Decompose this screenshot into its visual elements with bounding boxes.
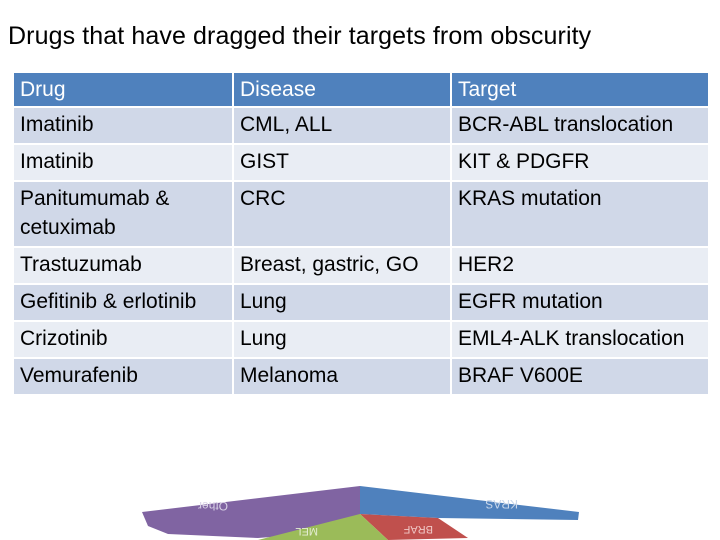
- header-target: Target: [450, 73, 708, 107]
- table-row: Imatinib CML, ALL BCR-ABL translocation: [14, 107, 708, 144]
- drug-cell: Vemurafenib: [14, 358, 233, 395]
- target-cell: EML4-ALK translocation: [450, 321, 708, 358]
- table-header-row: Drug Disease Target: [14, 73, 708, 107]
- disease-cell: Lung: [232, 321, 451, 358]
- disease-cell: Lung: [232, 284, 451, 321]
- drug-cell: Panitumumab & cetuximab: [14, 181, 233, 247]
- disease-cell: Melanoma: [232, 358, 451, 395]
- target-cell: BRAF V600E: [450, 358, 708, 395]
- pie-chart-fragment: Other KRAS BRAF MEL: [142, 486, 579, 540]
- drugs-table: Drug Disease Target Imatinib CML, ALL BC…: [14, 73, 708, 396]
- drug-cell: Gefitinib & erlotinib: [14, 284, 233, 321]
- disease-cell: CML, ALL: [232, 107, 451, 144]
- target-cell: EGFR mutation: [450, 284, 708, 321]
- disease-cell: CRC: [232, 181, 451, 247]
- table-row: Imatinib GIST KIT & PDGFR: [14, 144, 708, 181]
- pie-label-other: Other: [198, 499, 228, 513]
- header-disease: Disease: [232, 73, 451, 107]
- table-row: Gefitinib & erlotinib Lung EGFR mutation: [14, 284, 708, 321]
- drug-cell: Imatinib: [14, 107, 233, 144]
- table-row: Crizotinib Lung EML4-ALK translocation: [14, 321, 708, 358]
- pie-label-braf: BRAF: [403, 523, 433, 535]
- table-row: Trastuzumab Breast, gastric, GO HER2: [14, 247, 708, 284]
- disease-cell: GIST: [232, 144, 451, 181]
- pie-slice-other: [142, 486, 360, 538]
- drug-cell: Crizotinib: [14, 321, 233, 358]
- target-cell: KRAS mutation: [450, 181, 708, 247]
- slide-title: Drugs that have dragged their targets fr…: [8, 22, 592, 50]
- drug-cell: Imatinib: [14, 144, 233, 181]
- target-cell: BCR-ABL translocation: [450, 107, 708, 144]
- pie-slice-kras: [360, 486, 579, 520]
- drug-cell: Trastuzumab: [14, 247, 233, 284]
- table-row: Vemurafenib Melanoma BRAF V600E: [14, 358, 708, 395]
- pie-slice-braf: [360, 514, 468, 540]
- pie-slice-mel: [258, 514, 388, 540]
- header-drug: Drug: [14, 73, 233, 107]
- pie-label-kras: KRAS: [485, 497, 518, 511]
- target-cell: KIT & PDGFR: [450, 144, 708, 181]
- disease-cell: Breast, gastric, GO: [232, 247, 451, 284]
- target-cell: HER2: [450, 247, 708, 284]
- pie-label-mel: MEL: [295, 525, 318, 537]
- table-row: Panitumumab & cetuximab CRC KRAS mutatio…: [14, 181, 708, 247]
